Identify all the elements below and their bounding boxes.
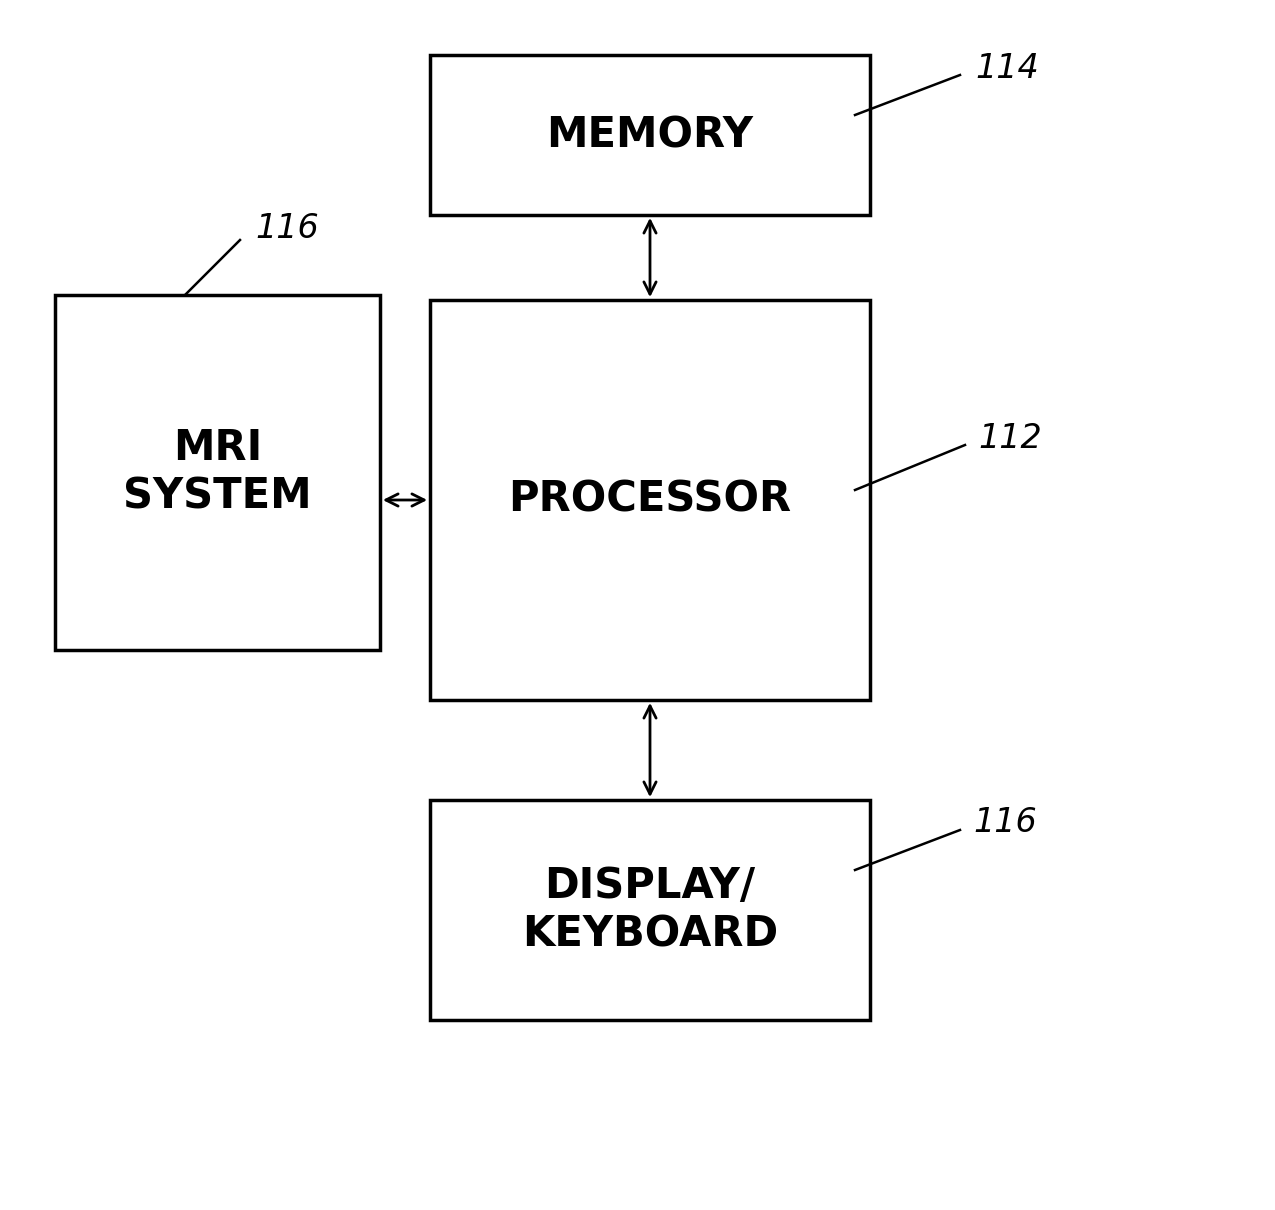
Bar xyxy=(430,800,870,1020)
Bar xyxy=(430,54,870,215)
Bar xyxy=(430,300,870,701)
Text: MEMORY: MEMORY xyxy=(547,114,754,156)
Text: DISPLAY/
KEYBOARD: DISPLAY/ KEYBOARD xyxy=(521,865,778,956)
Text: MRI
SYSTEM: MRI SYSTEM xyxy=(124,427,312,518)
Text: 112: 112 xyxy=(978,421,1042,455)
Text: 116: 116 xyxy=(255,212,319,244)
Text: 114: 114 xyxy=(975,52,1039,85)
Bar xyxy=(55,295,380,650)
Text: 116: 116 xyxy=(973,806,1037,839)
Text: PROCESSOR: PROCESSOR xyxy=(509,479,792,522)
